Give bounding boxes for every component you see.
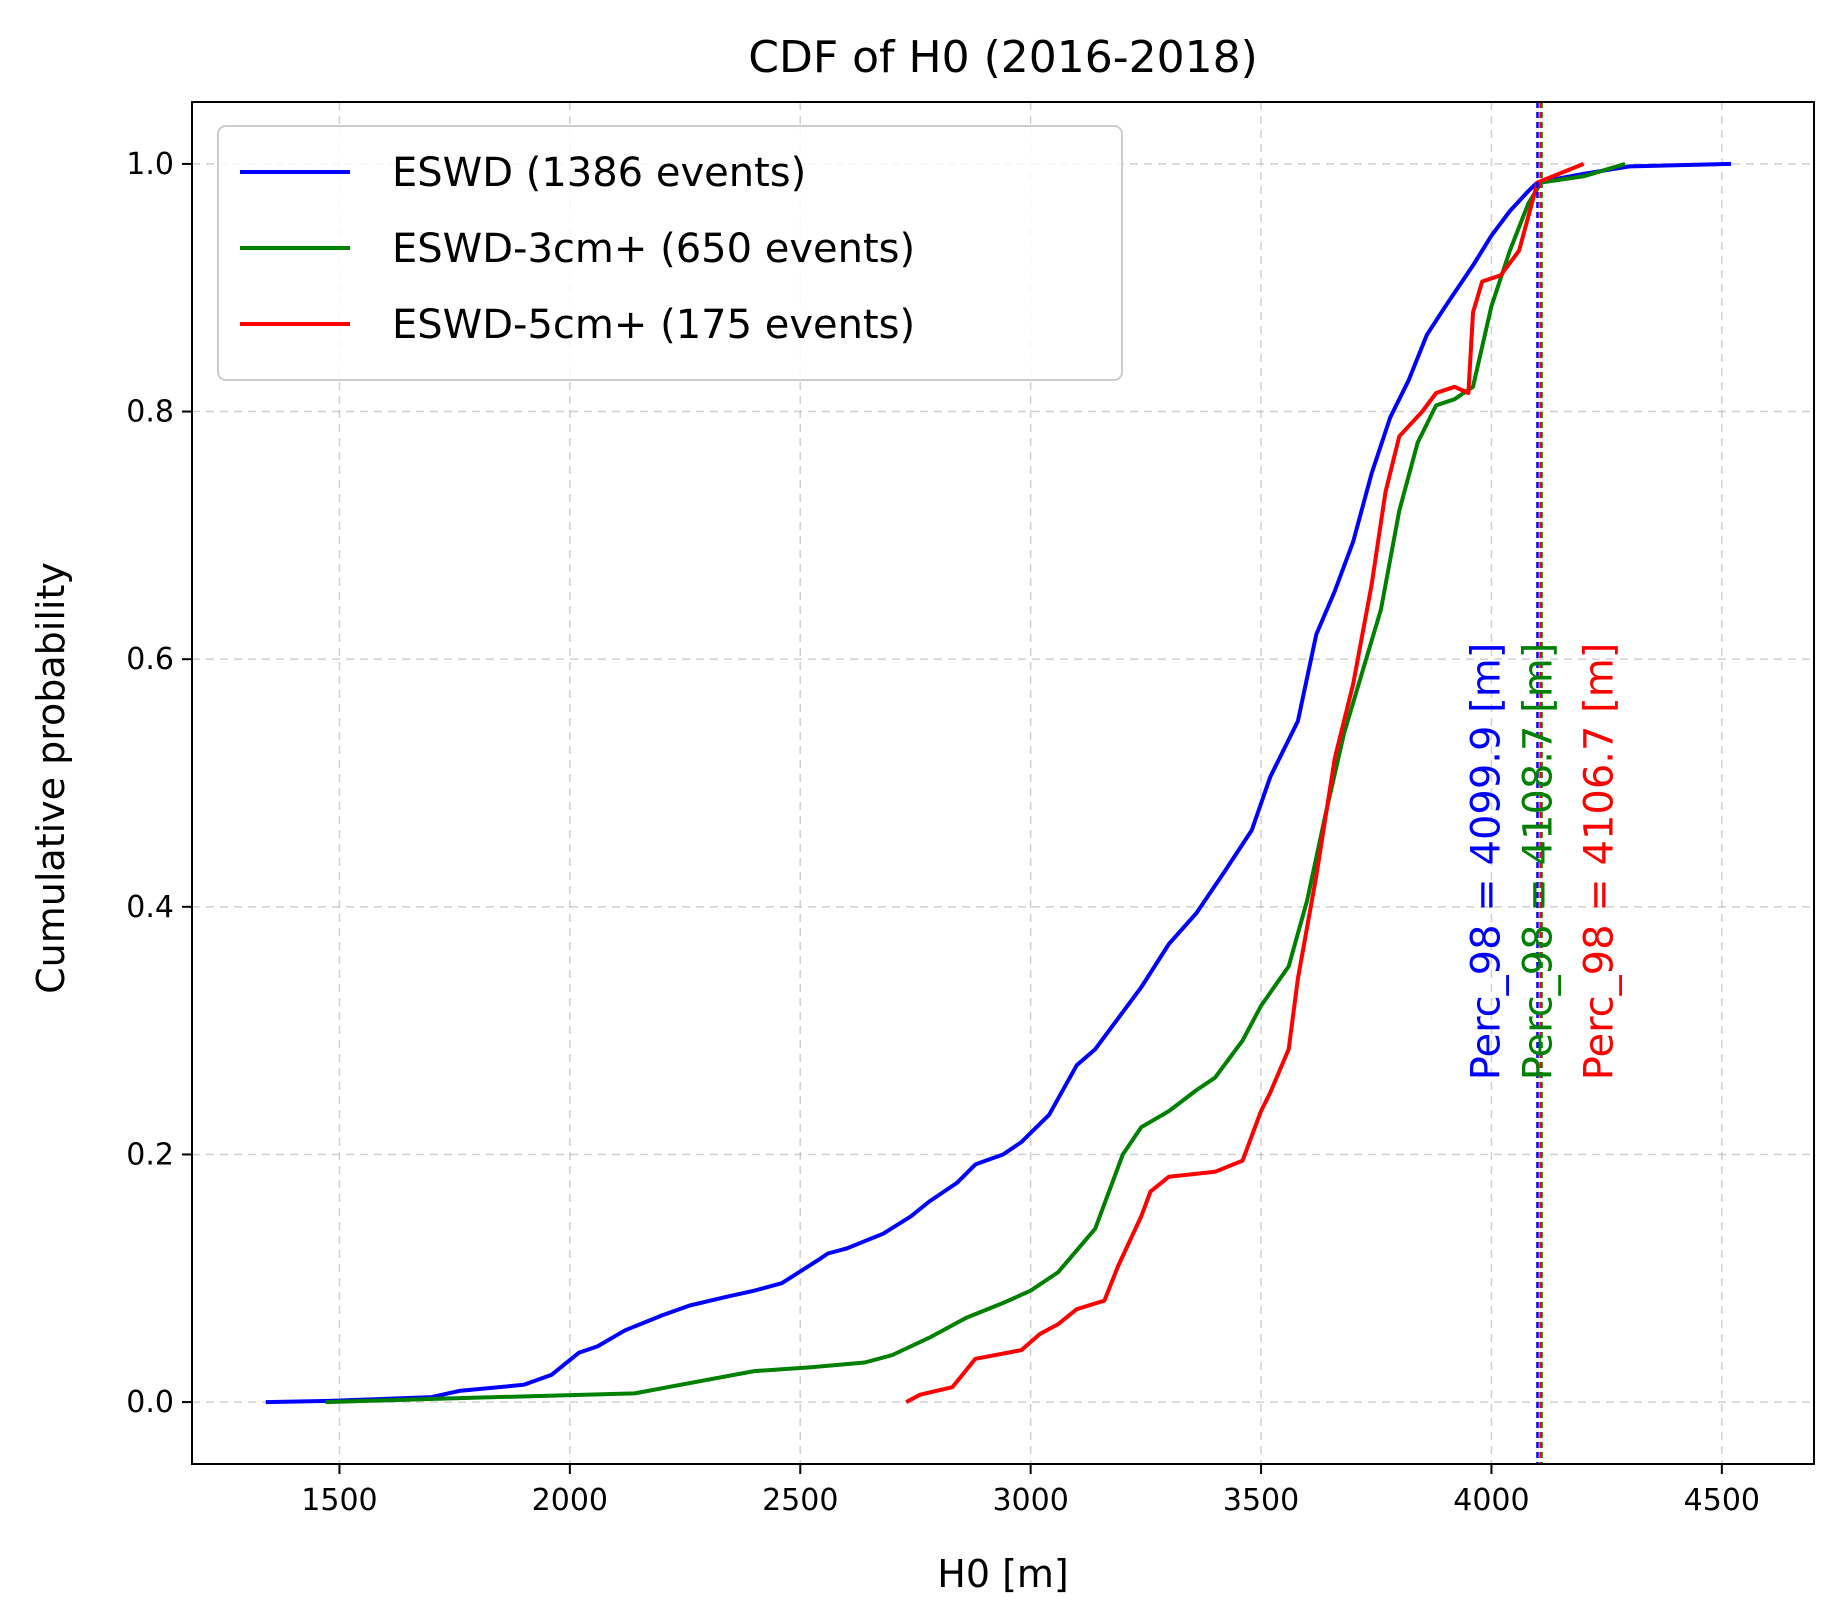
y-tick-label: 0.0 — [126, 1385, 174, 1420]
x-tick-label: 4500 — [1684, 1483, 1760, 1518]
y-tick-label: 1.0 — [126, 147, 174, 182]
x-tick-label: 1500 — [301, 1483, 377, 1518]
x-tick-label: 3000 — [992, 1483, 1068, 1518]
plot-frame — [191, 101, 1815, 1465]
x-tick-label: 4000 — [1453, 1483, 1529, 1518]
legend-label-0: ESWD (1386 events) — [392, 150, 806, 196]
legend-entries: ESWD (1386 events) ESWD-3cm+ (650 events)… — [240, 150, 915, 348]
legend-label-2: ESWD-5cm+ (175 events) — [392, 302, 915, 348]
legend-box — [217, 125, 1123, 381]
x-tick-label: 2000 — [532, 1483, 608, 1518]
percentile-label-1: Perc_98 = 4108.7 [m] — [1516, 643, 1562, 1081]
y-tick-label: 0.2 — [126, 1137, 174, 1172]
legend-label-1: ESWD-3cm+ (650 events) — [392, 226, 915, 272]
axis-ticks: 1500 2000 2500 3000 3500 4000 4500 0.0 0.2 0.4 0.6… — [126, 147, 1760, 1518]
chart-title: CDF of H0 (2016-2018) — [748, 32, 1258, 83]
percentile-lines — [1536, 102, 1543, 1464]
legend: ESWD (1386 events) ESWD-3cm+ (650 events)… — [217, 125, 1123, 381]
y-axis-label: Cumulative probability — [29, 562, 73, 994]
x-tick-label: 3500 — [1223, 1483, 1299, 1518]
series-line-2 — [905, 162, 1585, 1404]
series-lines — [265, 161, 1732, 1405]
y-tick-label: 0.4 — [126, 890, 174, 925]
series-line-0 — [265, 161, 1732, 1405]
x-tick-label: 2500 — [762, 1483, 838, 1518]
percentile-labels: Perc_98 = 4099.9 [m] Perc_98 = 4108.7 [m]… — [1464, 643, 1623, 1081]
percentile-label-2: Perc_98 = 4106.7 [m] — [1577, 643, 1623, 1081]
percentile-label-0: Perc_98 = 4099.9 [m] — [1464, 643, 1510, 1081]
y-tick-label: 0.8 — [126, 395, 174, 430]
y-tick-label: 0.6 — [126, 642, 174, 677]
x-axis-label: H0 [m] — [937, 1552, 1069, 1596]
